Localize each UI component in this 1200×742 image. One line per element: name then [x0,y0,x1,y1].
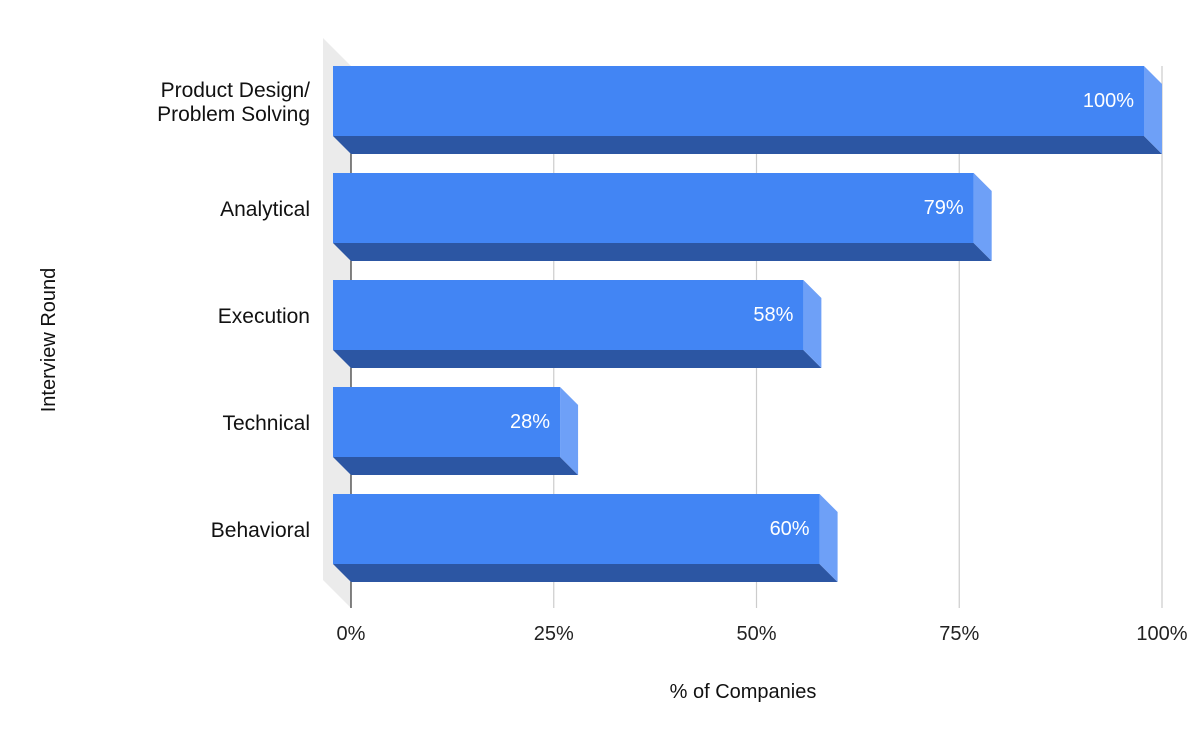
bars: 100% 79% 58% 28% 60% [333,66,1162,582]
bar-side-face [560,387,579,475]
bar-bottom-face [333,350,822,368]
data-label: 79% [924,197,964,219]
category-label: Product Design/Problem Solving [157,79,310,126]
data-label: 58% [753,304,793,326]
category-label: Technical [222,412,310,435]
bar-side-face [819,494,838,582]
x-axis-title: % of Companies [670,681,817,703]
y-axis-title: Interview Round [38,268,60,413]
bar-side-face [973,173,992,261]
bar-bottom-face [333,136,1162,154]
bar-front-face [333,66,1144,136]
bar: 100% [333,66,1162,154]
bar-bottom-face [333,457,579,475]
x-tick-label: 75% [939,623,979,645]
x-tick-label: 25% [534,623,574,645]
bar-front-face [333,280,804,350]
bar-side-face [803,280,822,368]
x-tick-label: 100% [1136,623,1187,645]
bar-front-face [333,494,820,564]
bar-front-face [333,173,974,243]
category-label: Analytical [220,198,310,221]
bar-front-face [333,387,561,457]
x-tick-labels: 0% 25% 50% 75% 100% [337,623,1188,645]
bar: 28% [333,387,579,475]
data-label: 100% [1083,90,1134,112]
x-tick-label: 0% [337,623,366,645]
bar: 58% [333,280,822,368]
data-label: 28% [510,411,550,433]
data-label: 60% [770,518,810,540]
category-label: Execution [218,305,310,328]
bar: 79% [333,173,992,261]
category-label: Behavioral [211,519,310,542]
bar-side-face [1144,66,1162,154]
bar-bottom-face [333,564,838,582]
bar: 60% [333,494,838,582]
category-labels: Product Design/Problem Solving Analytical… [157,79,310,542]
x-tick-label: 50% [736,623,776,645]
bar-bottom-face [333,243,992,261]
